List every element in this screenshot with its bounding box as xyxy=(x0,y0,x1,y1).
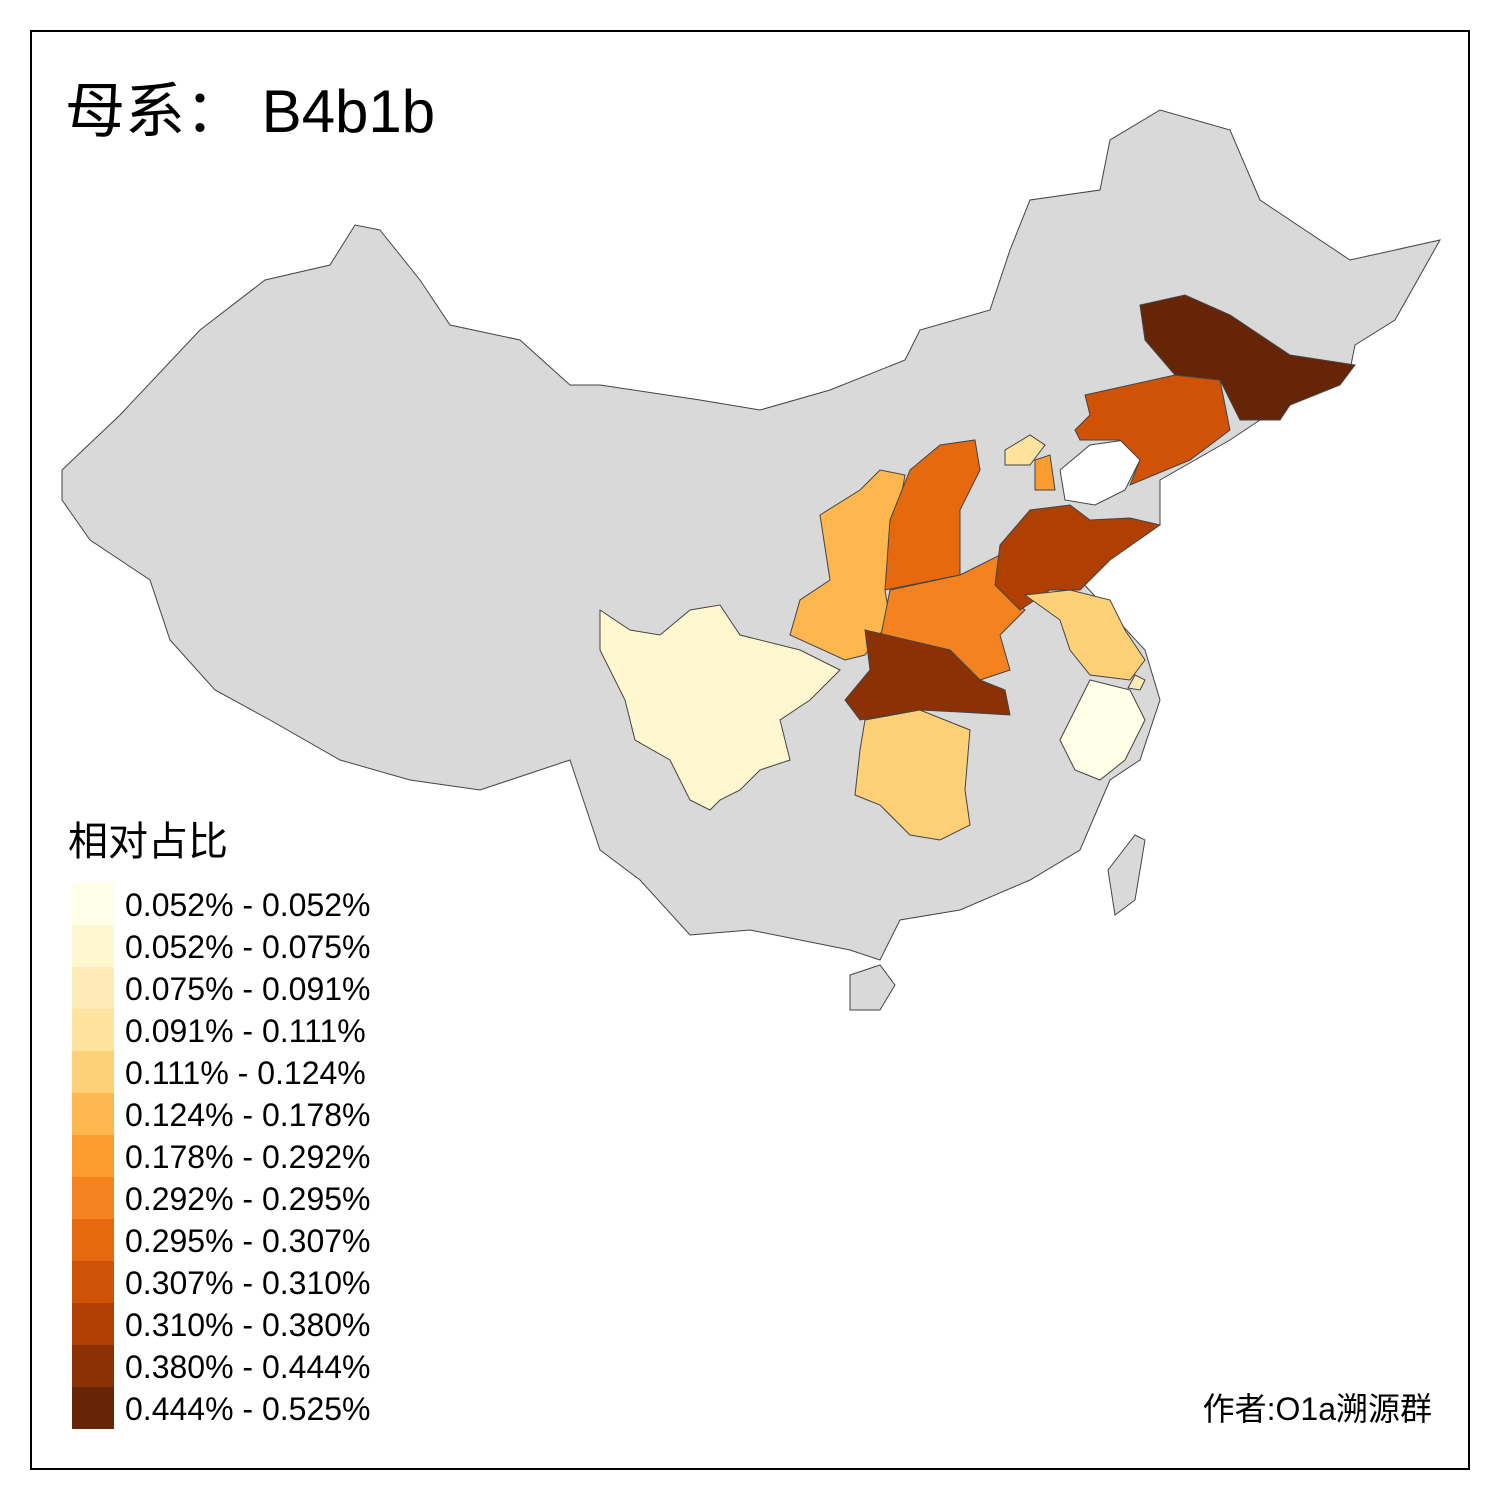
legend-label: 0.295% - 0.307% xyxy=(125,1223,371,1259)
beijing xyxy=(1004,434,1046,466)
legend-label: 0.124% - 0.178% xyxy=(125,1097,371,1133)
legend-swatch xyxy=(72,883,114,925)
legend-swatch xyxy=(72,1177,114,1219)
legend-label: 0.444% - 0.525% xyxy=(125,1391,371,1427)
zhejiang xyxy=(1059,679,1146,781)
legend-swatch xyxy=(72,1261,114,1303)
legend-swatch xyxy=(72,1093,114,1135)
jiangsu xyxy=(1023,589,1146,681)
legend-label: 0.292% - 0.295% xyxy=(125,1181,371,1217)
legend-label: 0.178% - 0.292% xyxy=(125,1139,371,1175)
shanghai xyxy=(1127,674,1146,691)
map xyxy=(61,109,1441,1011)
legend-label: 0.052% - 0.075% xyxy=(125,929,371,965)
legend-swatch xyxy=(72,1009,114,1051)
legend-label: 0.091% - 0.111% xyxy=(125,1013,366,1049)
legend-swatch xyxy=(72,925,114,967)
legend-label: 0.307% - 0.310% xyxy=(125,1265,371,1301)
legend-label: 0.310% - 0.380% xyxy=(125,1307,371,1343)
legend-swatch xyxy=(72,1219,114,1261)
legend-title: 相对占比 xyxy=(68,820,228,864)
legend-swatch xyxy=(72,1345,114,1387)
shanxi xyxy=(884,439,981,591)
legend-swatch xyxy=(72,1051,114,1093)
legend-swatch xyxy=(72,1135,114,1177)
hunan xyxy=(854,709,971,841)
sichuan xyxy=(599,604,841,811)
shandong xyxy=(994,504,1162,611)
bohai-sea xyxy=(1059,439,1141,506)
taiwan xyxy=(1107,834,1146,916)
legend-label: 0.075% - 0.091% xyxy=(125,971,371,1007)
hubei xyxy=(844,629,1011,721)
legend-swatch xyxy=(72,1303,114,1345)
hainan xyxy=(849,964,896,1011)
legend-label: 0.111% - 0.124% xyxy=(125,1055,366,1091)
map-title: 母系： B4b1b xyxy=(65,78,435,145)
legend-label: 0.380% - 0.444% xyxy=(125,1349,371,1385)
frame xyxy=(30,30,1470,1470)
legend-label: 0.052% - 0.052% xyxy=(125,887,371,923)
tianjin xyxy=(1034,454,1056,491)
legend-swatch xyxy=(72,1387,114,1429)
legend-swatch xyxy=(72,967,114,1009)
jilin xyxy=(1139,294,1356,421)
credit: 作者:O1a溯源群 xyxy=(1203,1391,1432,1427)
legend: 0.052% - 0.052% 0.052% - 0.075% 0.075% - 0… xyxy=(72,883,371,1429)
